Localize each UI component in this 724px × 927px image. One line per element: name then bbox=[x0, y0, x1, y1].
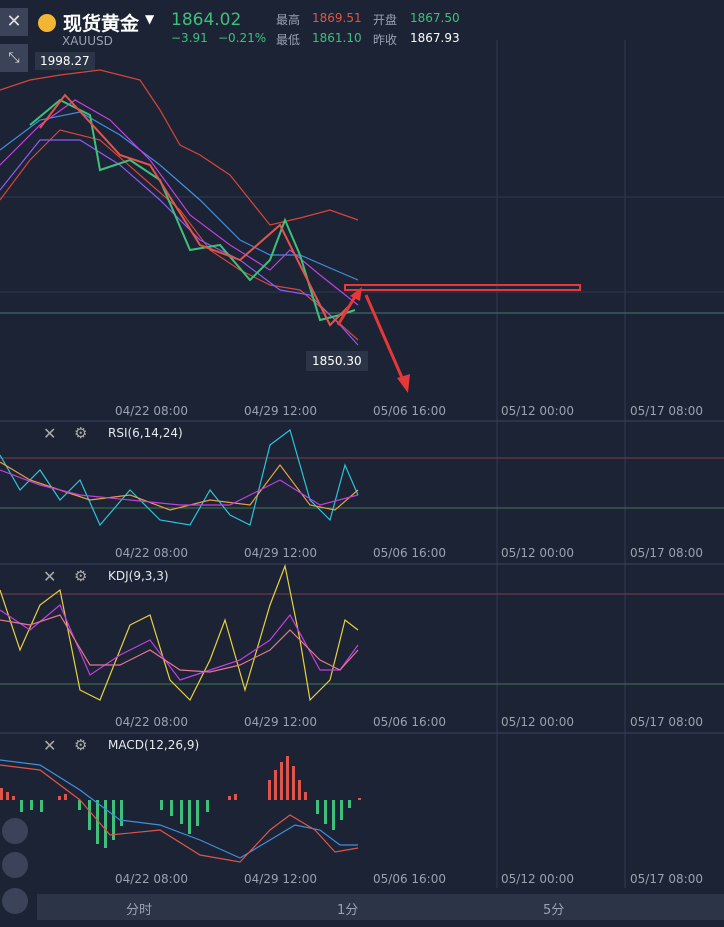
indicator-name: KDJ(9,3,3) bbox=[108, 569, 169, 583]
annotation-arrows bbox=[336, 284, 581, 393]
x-label: 05/06 16:00 bbox=[373, 404, 446, 418]
dropdown-caret[interactable]: ▼ bbox=[145, 12, 155, 26]
tab[interactable]: 1分 bbox=[337, 903, 359, 918]
macd-hist bbox=[0, 756, 361, 848]
x-label: 04/29 12:00 bbox=[244, 546, 317, 560]
main-lines bbox=[0, 69, 359, 346]
stat-value: 1867.50 bbox=[410, 11, 460, 25]
stat-label: 最高 bbox=[276, 13, 301, 27]
tool-button[interactable] bbox=[2, 888, 28, 914]
stat-value: 1861.10 bbox=[312, 31, 362, 45]
x-label: 05/06 16:00 bbox=[373, 546, 446, 560]
x-label: 05/17 08:00 bbox=[630, 715, 703, 729]
symbol-code: XAUUSD bbox=[62, 34, 113, 48]
indicator-settings[interactable]: ⚙ bbox=[74, 736, 88, 754]
tool-button[interactable] bbox=[2, 852, 28, 878]
indicator-close[interactable]: ✕ bbox=[43, 736, 57, 755]
indicator-settings[interactable]: ⚙ bbox=[74, 567, 88, 585]
symbol-name[interactable]: 现货黄金 bbox=[63, 13, 140, 35]
price: 1864.02 bbox=[171, 10, 242, 30]
indicator-close[interactable]: ✕ bbox=[43, 424, 57, 443]
grid bbox=[0, 40, 724, 888]
x-label: 05/17 08:00 bbox=[630, 872, 703, 886]
gold-icon bbox=[38, 14, 56, 32]
x-label: 05/12 00:00 bbox=[501, 872, 574, 886]
tab-bar bbox=[37, 894, 724, 920]
tab[interactable]: 分时 bbox=[126, 903, 153, 918]
x-label: 04/29 12:00 bbox=[244, 872, 317, 886]
low-label: 1850.30 bbox=[306, 351, 368, 371]
indicator-name: RSI(6,14,24) bbox=[108, 426, 183, 440]
candles bbox=[29, 93, 356, 327]
x-label: 04/22 08:00 bbox=[115, 404, 188, 418]
change: −3.91 bbox=[171, 31, 208, 45]
stat-label: 最低 bbox=[276, 33, 301, 47]
x-label: 04/29 12:00 bbox=[244, 715, 317, 729]
x-label: 04/29 12:00 bbox=[244, 404, 317, 418]
x-label: 04/22 08:00 bbox=[115, 872, 188, 886]
rsi-lines bbox=[0, 428, 359, 527]
change-pct: −0.21% bbox=[218, 31, 267, 45]
indicator-close[interactable]: ✕ bbox=[43, 567, 57, 586]
indicator-settings[interactable]: ⚙ bbox=[74, 424, 88, 442]
x-label: 05/06 16:00 bbox=[373, 872, 446, 886]
kdj-lines bbox=[0, 563, 359, 702]
x-label: 04/22 08:00 bbox=[115, 715, 188, 729]
x-label: 05/06 16:00 bbox=[373, 715, 446, 729]
stat-label: 昨收 bbox=[373, 33, 398, 47]
tab[interactable]: 5分 bbox=[543, 903, 565, 918]
x-label: 05/12 00:00 bbox=[501, 546, 574, 560]
indicator-name: MACD(12,26,9) bbox=[108, 738, 200, 752]
x-label: 04/22 08:00 bbox=[115, 546, 188, 560]
high-label: 1998.27 bbox=[35, 52, 95, 70]
stat-value: 1869.51 bbox=[312, 11, 362, 25]
x-label: 05/12 00:00 bbox=[501, 715, 574, 729]
macd-lines bbox=[0, 759, 359, 863]
stat-label: 开盘 bbox=[373, 13, 398, 27]
close-button[interactable]: ✕ bbox=[0, 8, 28, 36]
stat-value: 1867.93 bbox=[410, 31, 460, 45]
x-label: 05/17 08:00 bbox=[630, 546, 703, 560]
tool-button[interactable] bbox=[2, 818, 28, 844]
x-label: 05/17 08:00 bbox=[630, 404, 703, 418]
expand-button[interactable]: ⤡ bbox=[0, 44, 28, 72]
x-label: 05/12 00:00 bbox=[501, 404, 574, 418]
